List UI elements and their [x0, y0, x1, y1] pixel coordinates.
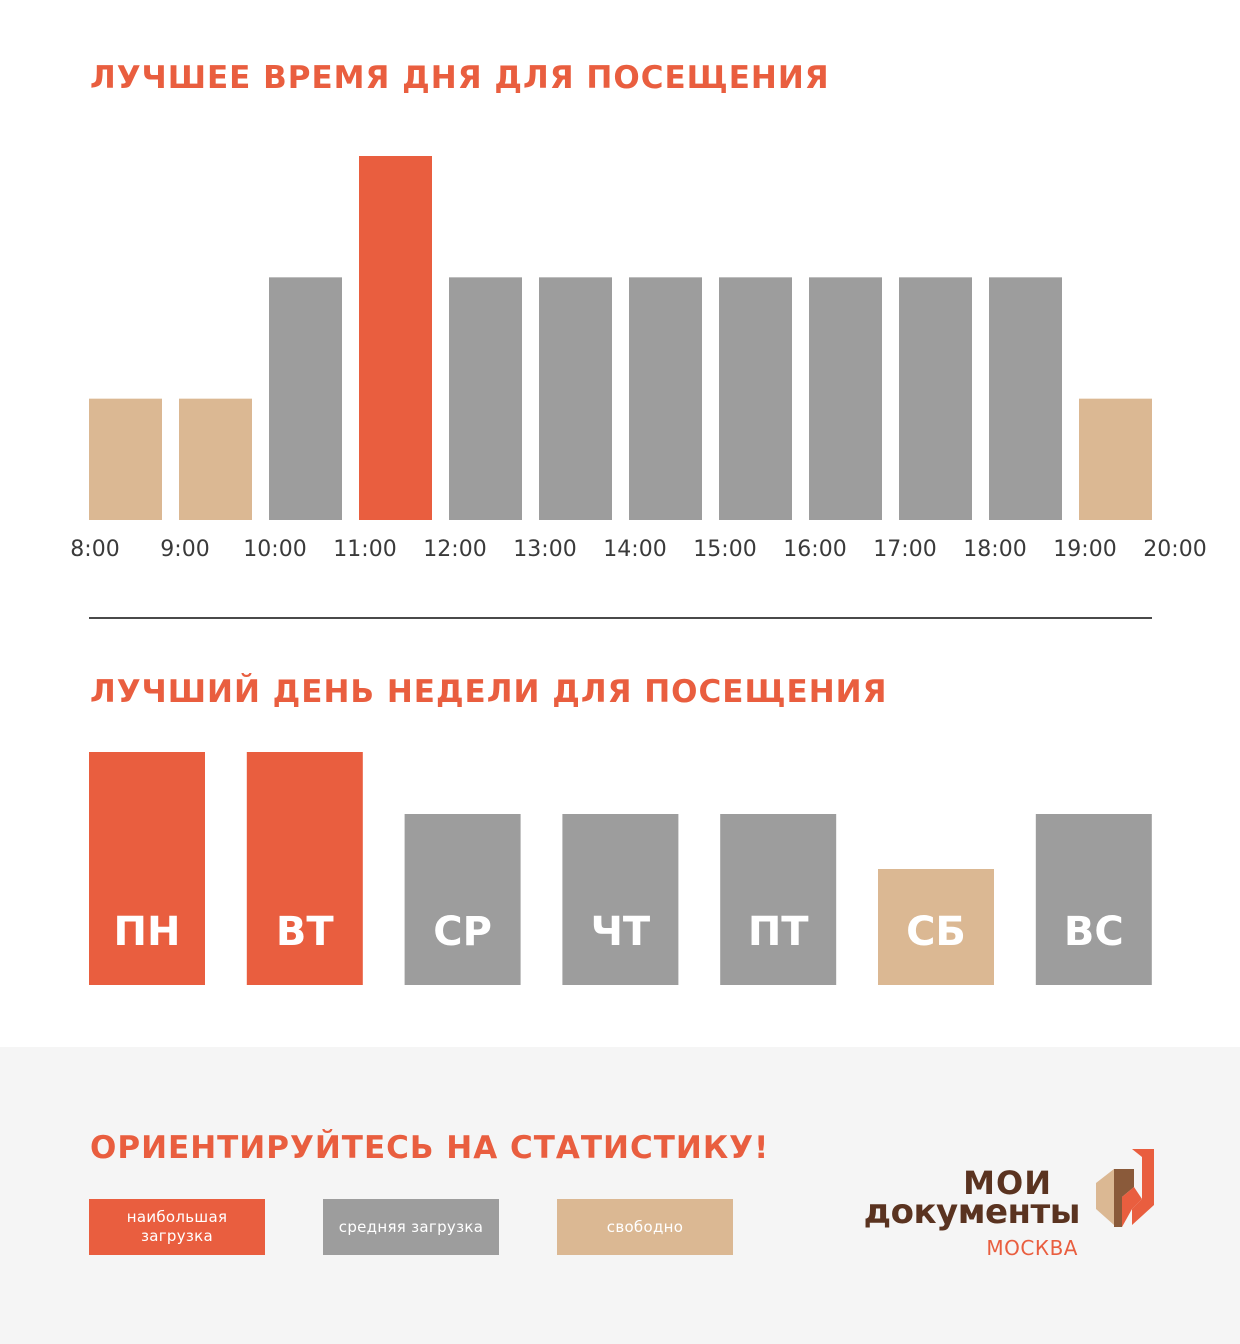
footer-title: ОРИЕНТИРУЙТЕСЬ НА СТАТИСТИКУ!: [90, 1130, 770, 1166]
week-bar-label: ПТ: [748, 909, 809, 955]
week-bar-СБ: [878, 869, 994, 985]
time-tick-label: 18:00: [963, 537, 1026, 562]
week-chart-title: ЛУЧШИЙ ДЕНЬ НЕДЕЛИ ДЛЯ ПОСЕЩЕНИЯ: [90, 674, 888, 710]
time-bar-10:00–11:00: [269, 277, 342, 520]
time-bar-12:00–13:00: [449, 277, 522, 520]
time-bar-13:00–14:00: [539, 277, 612, 520]
footer-panel: [0, 1047, 1240, 1344]
week-bar-СР: [404, 814, 521, 985]
legend-free: свободно: [557, 1199, 733, 1255]
logo-text-moskva: МОСКВА: [986, 1236, 1078, 1260]
time-tick-label: 8:00: [70, 537, 119, 562]
week-bar-label: СР: [433, 909, 492, 955]
legend-max-load: наибольшая загрузка: [89, 1199, 265, 1255]
week-bar-ПН: [89, 752, 205, 985]
time-tick-label: 9:00: [160, 537, 209, 562]
week-bar-ЧТ: [562, 814, 679, 985]
time-bar-14:00–15:00: [629, 277, 702, 520]
time-tick-label: 16:00: [783, 537, 846, 562]
week-bar-ПТ: [720, 814, 837, 985]
time-tick-label: 10:00: [243, 537, 306, 562]
section-divider: [89, 617, 1152, 619]
time-tick-label: 13:00: [513, 537, 576, 562]
legend-medium-load: средняя загрузка: [323, 1199, 499, 1255]
week-bar-label: ЧТ: [591, 909, 651, 955]
time-tick-label: 14:00: [603, 537, 666, 562]
time-tick-label: 12:00: [423, 537, 486, 562]
logo-text-moi: МОИ: [963, 1164, 1052, 1202]
time-bar-18:00–19:00: [989, 277, 1062, 520]
moi-dokumenty-logo: МОИ документы МОСКВА: [864, 1145, 1160, 1265]
week-bar-label: ПН: [114, 909, 181, 955]
day-of-week-bar-chart: ПН ВТ СР ЧТ ПТ СБ ВС: [89, 752, 1152, 985]
time-tick-label: 11:00: [333, 537, 396, 562]
time-bar-11:00–12:00: [359, 156, 432, 520]
time-chart-title: ЛУЧШЕЕ ВРЕМЯ ДНЯ ДЛЯ ПОСЕЩЕНИЯ: [90, 60, 830, 96]
week-bar-label: ВС: [1064, 909, 1124, 955]
time-tick-label: 17:00: [873, 537, 936, 562]
week-bar-label: СБ: [906, 909, 966, 955]
moi-dokumenty-emblem-icon: [1096, 1149, 1154, 1227]
time-bar-15:00–16:00: [719, 277, 792, 520]
time-bar-8:00–9:00: [89, 398, 162, 520]
time-of-day-bar-chart: 8:00 9:00 10:00 11:00 12:00 13:00 14:00 15:00 16…: [70, 156, 1207, 562]
time-bar-19:00–20:00: [1079, 398, 1152, 520]
week-bar-label: ВТ: [276, 909, 334, 955]
time-bar-17:00–18:00: [899, 277, 972, 520]
week-bar-ВС: [1035, 814, 1152, 985]
time-bar-9:00–10:00: [179, 398, 252, 520]
time-bar-16:00–17:00: [809, 277, 882, 520]
week-bar-ВТ: [246, 752, 363, 985]
logo-text-dokumenty: документы: [863, 1192, 1081, 1232]
time-tick-label: 19:00: [1053, 537, 1116, 562]
time-tick-label: 15:00: [693, 537, 756, 562]
time-tick-label: 20:00: [1143, 537, 1206, 562]
